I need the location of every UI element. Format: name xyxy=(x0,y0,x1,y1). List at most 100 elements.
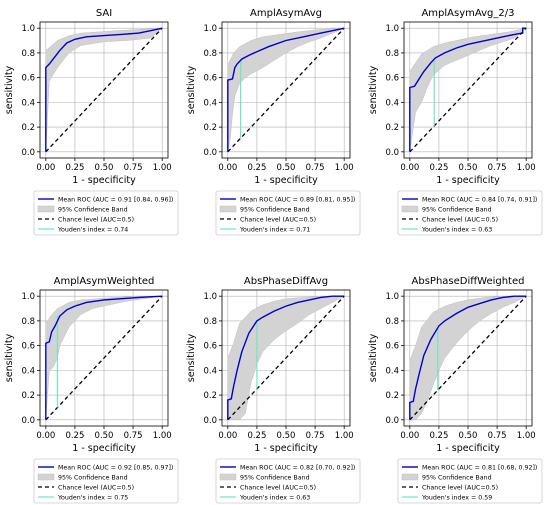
plot-marks xyxy=(45,295,163,421)
legend: Mean ROC (AUC = 0.84 [0.74, 0.91]) 95% Co… xyxy=(397,190,543,236)
legend-label: 95% Confidence Band xyxy=(422,475,492,482)
legend-label: Youden's index = 0.71 xyxy=(239,227,310,234)
x-tick-label: 1.00 xyxy=(335,163,354,173)
chance-line xyxy=(45,295,163,421)
x-tick-label: 0.75 xyxy=(124,163,143,173)
x-tick-label: 0.75 xyxy=(306,163,325,173)
y-tick-label: 0.6 xyxy=(21,74,35,84)
chart-title: AbsPhaseDiffAvg xyxy=(244,276,328,287)
y-tick-label: 0.4 xyxy=(21,366,35,376)
legend-label: Mean ROC (AUC = 0.84 [0.74, 0.91]) xyxy=(422,197,537,204)
legend-label: Chance level (AUC=0.5) xyxy=(422,485,498,492)
x-tick-label: 0.00 xyxy=(218,431,237,441)
mean-roc-line xyxy=(45,27,163,152)
y-tick-label: 0.4 xyxy=(385,98,399,108)
legend-label: Chance level (AUC=0.5) xyxy=(240,485,316,492)
y-tick-label: 0.8 xyxy=(203,49,217,59)
plot-marks xyxy=(227,27,345,153)
y-tick-label: 1.0 xyxy=(385,24,399,34)
confidence-band xyxy=(227,28,345,152)
x-tick-label: 0.50 xyxy=(459,431,478,441)
legend-swatch-band xyxy=(219,473,237,481)
x-tick-label: 0.00 xyxy=(218,163,237,173)
legend-label: Youden's index = 0.63 xyxy=(239,495,310,502)
x-tick-label: 0.25 xyxy=(429,431,448,441)
roc-panel-6: 0.00 0.25 0.50 0.75 1.00 0.0 0.2 0.4 0.6 0.8 1.0 Ab… xyxy=(368,276,543,504)
x-axis-label: 1 - specificity xyxy=(72,175,136,186)
x-tick-label: 0.25 xyxy=(247,163,266,173)
y-tick-label: 0.0 xyxy=(203,416,217,426)
roc-panel-3: 0.00 0.25 0.50 0.75 1.00 0.0 0.2 0.4 0.6 0.8 1.0 Am… xyxy=(368,8,543,236)
legend-label: Chance level (AUC=0.5) xyxy=(240,217,316,224)
plot-marks xyxy=(227,295,345,421)
x-tick-label: 0.50 xyxy=(459,163,478,173)
plot-marks xyxy=(409,27,527,153)
y-tick-label: 0.2 xyxy=(203,123,217,133)
x-axis-label: 1 - specificity xyxy=(436,443,500,454)
y-tick-label: 0.6 xyxy=(385,74,399,84)
x-tick-label: 0.25 xyxy=(429,163,448,173)
mean-roc-line xyxy=(45,295,163,420)
x-tick-label: 1.00 xyxy=(153,163,172,173)
y-tick-label: 0.2 xyxy=(385,123,399,133)
legend-label: Mean ROC (AUC = 0.92 [0.85, 0.97]) xyxy=(58,465,173,472)
x-tick-label: 0.75 xyxy=(488,431,507,441)
chance-line xyxy=(227,295,345,421)
x-tick-label: 0.00 xyxy=(36,163,55,173)
y-tick-label: 0.2 xyxy=(203,391,217,401)
legend-swatch-band xyxy=(37,205,55,213)
legend-label: Mean ROC (AUC = 0.91 [0.84, 0.96]) xyxy=(58,197,173,204)
y-axis-label: sensitivity xyxy=(186,65,197,114)
legend-label: Mean ROC (AUC = 0.89 [0.81, 0.95]) xyxy=(240,197,355,204)
legend: Mean ROC (AUC = 0.92 [0.85, 0.97]) 95% Co… xyxy=(33,458,179,504)
y-tick-label: 0.4 xyxy=(385,366,399,376)
legend-label: Mean ROC (AUC = 0.81 [0.68, 0.92]) xyxy=(422,465,537,472)
y-tick-label: 1.0 xyxy=(203,24,217,34)
confidence-band xyxy=(409,28,527,152)
roc-panel-5: 0.00 0.25 0.50 0.75 1.00 0.0 0.2 0.4 0.6 0.8 1.0 Ab… xyxy=(186,276,361,504)
y-tick-label: 0.0 xyxy=(203,148,217,158)
y-tick-label: 0.6 xyxy=(21,342,35,352)
legend: Mean ROC (AUC = 0.82 [0.70, 0.92]) 95% Co… xyxy=(215,458,361,504)
y-tick-label: 0.6 xyxy=(203,74,217,84)
legend-box xyxy=(215,458,361,504)
chance-line xyxy=(409,27,527,153)
x-tick-label: 1.00 xyxy=(517,431,536,441)
chance-line xyxy=(409,295,527,421)
mean-roc-line xyxy=(227,295,345,420)
legend-label: Youden's index = 0.63 xyxy=(421,227,492,234)
x-tick-label: 0.25 xyxy=(247,431,266,441)
legend-box xyxy=(397,190,543,236)
x-tick-label: 0.00 xyxy=(36,431,55,441)
y-tick-label: 0.6 xyxy=(385,342,399,352)
y-axis-label: sensitivity xyxy=(4,65,15,114)
y-tick-label: 0.8 xyxy=(385,317,399,327)
legend-box xyxy=(33,458,179,504)
x-axis-label: 1 - specificity xyxy=(436,175,500,186)
chart-title: AmplAsymWeighted xyxy=(54,276,155,287)
y-tick-label: 0.4 xyxy=(203,366,217,376)
x-tick-label: 0.50 xyxy=(95,431,114,441)
legend-label: Chance level (AUC=0.5) xyxy=(58,485,134,492)
confidence-band xyxy=(45,27,163,152)
x-tick-label: 1.00 xyxy=(517,163,536,173)
chart-title: AbsPhaseDiffWeighted xyxy=(412,276,525,287)
y-tick-label: 0.2 xyxy=(21,123,35,133)
x-tick-label: 0.75 xyxy=(488,163,507,173)
y-tick-label: 0.8 xyxy=(203,317,217,327)
y-axis-label: sensitivity xyxy=(368,65,379,114)
legend-box xyxy=(215,190,361,236)
x-tick-label: 0.00 xyxy=(400,431,419,441)
legend-label: Mean ROC (AUC = 0.82 [0.70, 0.92]) xyxy=(240,465,355,472)
legend-label: 95% Confidence Band xyxy=(240,207,310,214)
y-tick-label: 0.2 xyxy=(21,391,35,401)
chance-line xyxy=(45,27,163,153)
legend-swatch-band xyxy=(401,205,419,213)
y-tick-label: 1.0 xyxy=(21,292,35,302)
y-axis-label: sensitivity xyxy=(186,333,197,382)
x-axis-label: 1 - specificity xyxy=(72,443,136,454)
mean-roc-line xyxy=(227,27,345,152)
x-axis-label: 1 - specificity xyxy=(254,443,318,454)
y-tick-label: 0.8 xyxy=(21,49,35,59)
